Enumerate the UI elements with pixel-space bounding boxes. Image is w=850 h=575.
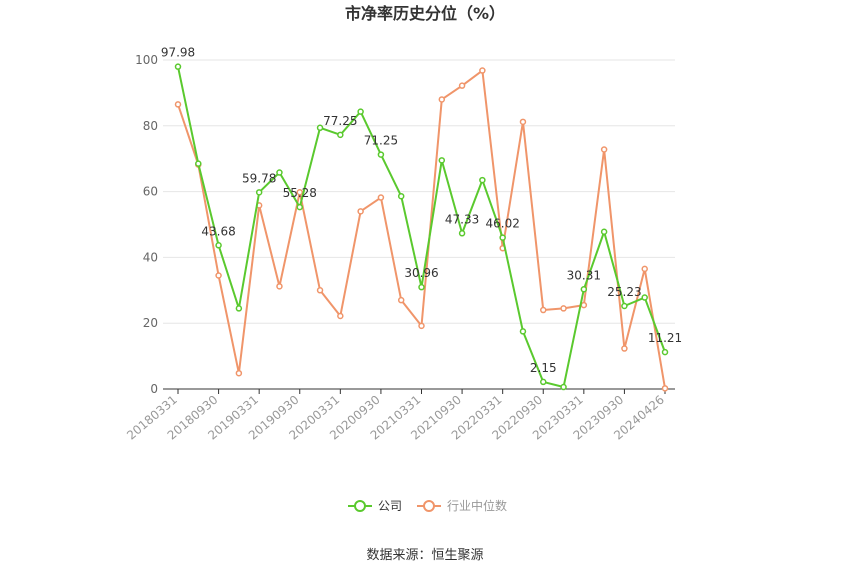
- data-label: 47.33: [445, 212, 479, 226]
- industry-point: [479, 67, 486, 74]
- data-label: 25.23: [607, 285, 641, 299]
- y-tick-label: 20: [143, 316, 158, 330]
- series-line-industry: [177, 69, 666, 389]
- industry-point: [235, 369, 243, 377]
- data-label: 2.15: [530, 361, 557, 375]
- industry-point: [397, 296, 405, 304]
- data-label: 97.98: [161, 46, 195, 60]
- data-source: 数据来源：恒生聚源: [366, 548, 483, 563]
- data-label: 71.25: [364, 134, 398, 148]
- company-point: [458, 230, 466, 237]
- company-point: [418, 283, 425, 291]
- chart-title: 市净率历史分位（%）: [345, 4, 505, 23]
- legend-label: 行业中位数: [447, 498, 507, 513]
- industry-point: [276, 283, 283, 290]
- company-point: [195, 160, 202, 167]
- company-point: [580, 286, 588, 293]
- industry-point: [357, 208, 364, 215]
- industry-point: [641, 265, 648, 273]
- data-label: 55.28: [283, 186, 317, 200]
- data-label: 30.96: [404, 266, 438, 280]
- industry-point: [377, 194, 385, 201]
- series-line-company: [177, 66, 666, 389]
- company-point: [560, 383, 567, 391]
- legend-label: 公司: [378, 499, 402, 513]
- data-label: 30.31: [567, 268, 601, 282]
- industry-point: [540, 306, 547, 314]
- legend-item[interactable]: 行业中位数: [417, 498, 507, 513]
- y-tick-label: 40: [143, 250, 158, 264]
- legend-marker: [354, 500, 366, 512]
- industry-point: [519, 118, 527, 126]
- company-point: [621, 302, 628, 310]
- y-tick-label: 60: [143, 185, 158, 199]
- industry-point: [600, 146, 608, 153]
- company-point: [499, 234, 506, 241]
- legend-item[interactable]: 公司: [348, 499, 402, 513]
- data-label: 43.68: [201, 224, 235, 238]
- industry-point: [174, 101, 182, 108]
- axes: 0204060801002018033120180930201903312019…: [124, 53, 675, 443]
- data-label: 59.78: [242, 171, 276, 185]
- company-point: [255, 189, 263, 196]
- legend-marker: [423, 500, 435, 512]
- y-tick-label: 0: [150, 382, 158, 396]
- company-point: [337, 131, 344, 139]
- industry-point: [438, 96, 446, 103]
- industry-point: [458, 82, 466, 89]
- legend[interactable]: 公司 行业中位数: [348, 498, 507, 513]
- company-point: [661, 348, 669, 356]
- company-point: [641, 294, 648, 301]
- company-point: [519, 328, 527, 335]
- industry-point: [621, 345, 628, 352]
- industry-point: [215, 272, 222, 279]
- company-point: [600, 228, 608, 235]
- company-point: [438, 157, 446, 164]
- data-label: 46.02: [485, 217, 519, 231]
- company-point: [540, 378, 547, 386]
- company-point: [377, 151, 385, 158]
- company-point: [235, 305, 243, 312]
- industry-point: [580, 301, 588, 309]
- company-point: [479, 176, 486, 184]
- industry-point: [560, 305, 567, 312]
- company-point: [296, 203, 303, 211]
- company-point: [316, 124, 324, 132]
- industry-point: [661, 385, 669, 392]
- industry-point: [337, 312, 344, 320]
- data-labels: 97.98 43.68 59.78 55.28 77.25 71.25 30.96 47.33…: [161, 46, 682, 375]
- company-point: [276, 169, 283, 176]
- data-label: 11.21: [648, 331, 682, 345]
- company-point: [357, 108, 364, 115]
- industry-point: [296, 189, 303, 196]
- data-label: 77.25: [323, 114, 357, 128]
- industry-point: [418, 322, 425, 330]
- y-tick-label: 100: [135, 53, 158, 67]
- company-point: [397, 192, 405, 200]
- company-point: [215, 242, 222, 249]
- series-layer: [174, 63, 669, 392]
- y-tick-label: 80: [143, 119, 158, 133]
- company-point: [174, 63, 182, 70]
- industry-point: [316, 287, 324, 294]
